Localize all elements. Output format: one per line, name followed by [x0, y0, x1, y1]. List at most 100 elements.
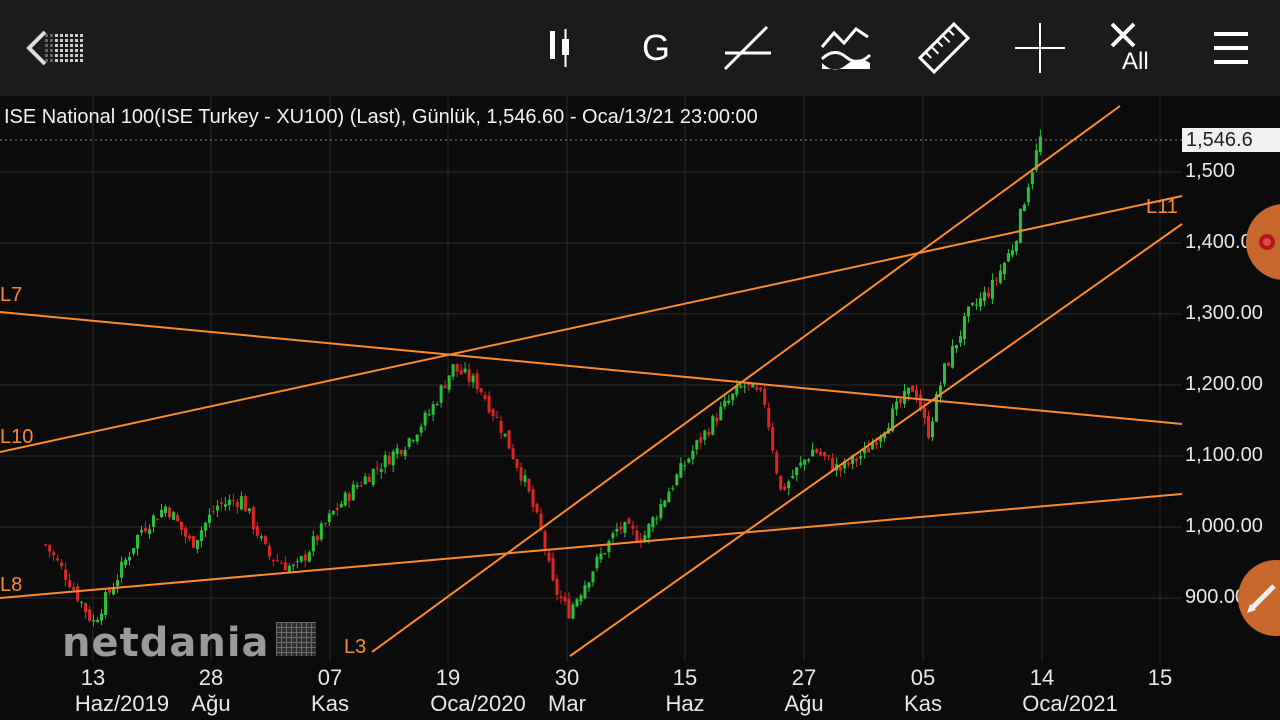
candle-body: [144, 528, 148, 532]
candle-body: [539, 513, 543, 530]
candle-body: [283, 562, 287, 571]
candle-body: [946, 362, 950, 366]
candle-body: [683, 465, 687, 467]
candle-body: [231, 500, 235, 502]
candle-body: [555, 578, 559, 595]
candle-body: [52, 552, 56, 556]
candle-body: [128, 556, 132, 561]
candle-body: [775, 452, 779, 474]
candle-bars-icon: [550, 29, 569, 67]
trendline-label-l3[interactable]: L3: [344, 636, 367, 658]
grid-view-button[interactable]: [38, 14, 88, 82]
candle-body: [359, 485, 363, 487]
candle-body: [799, 462, 803, 466]
candle-body: [132, 548, 136, 554]
trendline-label-l11[interactable]: L11: [1146, 196, 1178, 218]
candle-body: [879, 436, 883, 442]
menu-button[interactable]: [1198, 14, 1266, 82]
candle-body: [731, 393, 735, 401]
candle-body: [331, 510, 335, 515]
candle-body: [140, 530, 144, 533]
candle-body: [235, 501, 239, 507]
candle-body: [867, 447, 871, 453]
y-axis-label: 1,200.00: [1185, 373, 1263, 395]
candle-body: [251, 507, 255, 530]
candle-body: [68, 580, 72, 588]
y-axis-label: 1,300.00: [1185, 302, 1263, 324]
trendline-label-l10[interactable]: L10: [0, 426, 34, 448]
candle-body: [183, 528, 187, 537]
candle-body: [383, 454, 387, 468]
trendline-label-l7[interactable]: L7: [0, 284, 23, 306]
candle-body: [187, 535, 191, 539]
candle-body: [175, 515, 179, 522]
candle-body: [255, 526, 259, 536]
candle-body: [275, 560, 279, 562]
candle-body: [759, 387, 763, 390]
candle-body: [239, 496, 243, 510]
candle-body: [311, 536, 315, 552]
candle-body: [259, 536, 263, 539]
candle-body: [751, 384, 755, 388]
candle-body: [523, 475, 527, 482]
chart-area[interactable]: ISE National 100(ISE Turkey - XU100) (La…: [0, 96, 1280, 720]
candle-body: [695, 440, 699, 450]
candle-body: [136, 534, 140, 549]
crosshair-button[interactable]: [1006, 14, 1074, 82]
candle-body: [571, 604, 575, 619]
candle-body: [335, 507, 339, 510]
candle-body: [803, 459, 807, 465]
clear-all-button[interactable]: All: [1102, 14, 1170, 82]
candle-body: [375, 467, 379, 469]
x-axis-month-label: Haz/2019: [74, 691, 170, 716]
candle-body: [203, 522, 207, 531]
y-axis-label: 1,500: [1185, 160, 1236, 182]
candle-body: [163, 506, 167, 514]
candle-body: [966, 306, 970, 317]
candle-body: [223, 504, 227, 507]
candle-body: [1030, 172, 1034, 185]
candle-body: [315, 535, 319, 541]
toolbar: G: [0, 0, 1280, 97]
candle-body: [843, 460, 847, 469]
candle-body: [871, 443, 875, 450]
candle-body: [291, 564, 295, 566]
netdania-watermark: netdania: [62, 620, 270, 666]
g-button[interactable]: G: [622, 14, 690, 82]
candle-body: [423, 412, 427, 426]
candle-body: [643, 535, 647, 543]
candle-body: [723, 400, 727, 407]
candle-body: [595, 556, 599, 569]
candle-body: [487, 395, 491, 413]
candle-body: [443, 385, 447, 389]
y-axis-label: 1,100.00: [1185, 444, 1263, 466]
candle-body: [327, 513, 331, 523]
trendline-button[interactable]: [714, 14, 782, 82]
price-chart[interactable]: [0, 96, 1280, 720]
indicator-button[interactable]: [812, 14, 880, 82]
trendline: [0, 311, 1183, 425]
candle-body: [120, 561, 124, 578]
candle-body: [56, 558, 60, 561]
candle-body: [319, 523, 323, 540]
candle-body: [927, 416, 931, 438]
bar-type-button[interactable]: [526, 14, 594, 82]
candle-body: [763, 388, 767, 405]
candle-body: [671, 487, 675, 489]
candle-body: [287, 565, 291, 572]
x-axis-day-label: 15: [672, 665, 698, 690]
candle-body: [563, 596, 567, 602]
candle-body: [84, 603, 88, 613]
candle-body: [787, 481, 791, 489]
trendline-label-l8[interactable]: L8: [0, 574, 23, 596]
candle-body: [990, 279, 994, 299]
candle-body: [1014, 241, 1018, 252]
candle-body: [575, 599, 579, 607]
candle-body: [839, 467, 843, 471]
candle-body: [1010, 250, 1014, 256]
back-button[interactable]: [4, 14, 72, 82]
ruler-button[interactable]: [910, 14, 978, 82]
candle-body: [247, 508, 251, 512]
candle-body: [779, 475, 783, 490]
candle-body: [451, 364, 455, 377]
